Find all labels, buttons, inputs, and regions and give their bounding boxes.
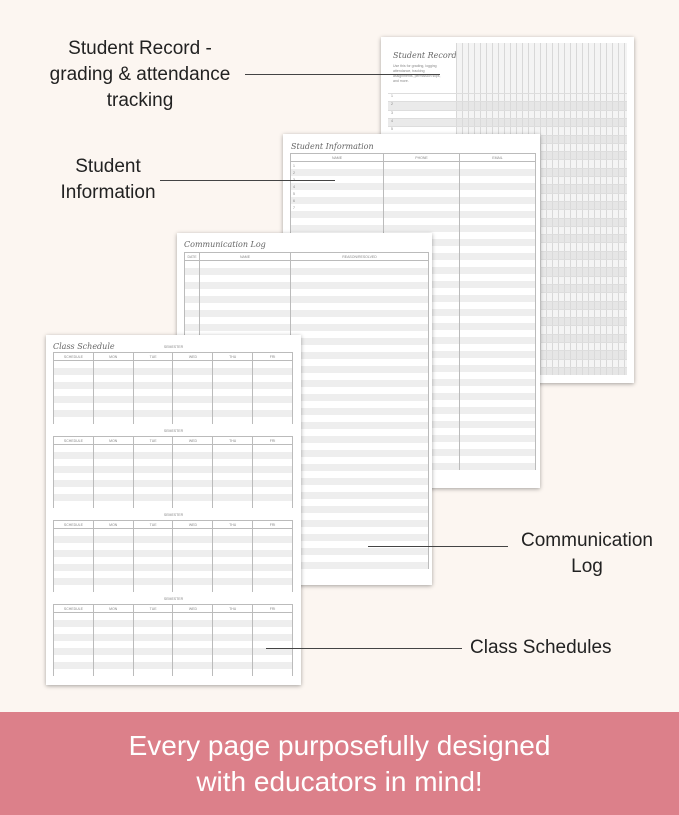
column-header: TUE [132,352,174,361]
column-header: TUE [132,436,174,445]
column-header: NAME [199,252,291,261]
column-header: NAME [290,153,384,162]
table-row [290,225,536,232]
pointer-line-class-schedules [266,648,462,649]
column-header: REASON/RESOLVED [290,252,429,261]
schedule-table: SCHEDULE MON TUE WED THU FRI [53,604,293,676]
column-header: SCHEDULE [53,520,94,529]
table-row [184,296,429,303]
schedule-table: SCHEDULE MON TUE WED THU FRI [53,436,293,508]
column-header: TUE [132,604,174,613]
label-class-schedules: Class Schedules [470,637,612,658]
table-row: 2 [388,101,627,110]
column-header: FRI [252,604,293,613]
pointer-line-communication-log [368,546,508,547]
column-header: WED [172,436,214,445]
table-row [184,275,429,282]
column-header: MON [92,352,134,361]
banner-text: Every page purposefully designed with ed… [128,730,551,797]
semester-label: SEMESTER [163,597,184,601]
table-row [184,303,429,310]
schedule-table: SCHEDULE MON TUE WED THU FRI [53,520,293,592]
column-header: THU [212,520,254,529]
column-header: EMAIL [459,153,536,162]
column-header: MON [92,436,134,445]
table-row: 7 [290,204,536,211]
column-header: FRI [252,520,293,529]
student-information-title: Student Information [291,142,374,151]
table-row: 3 [388,109,627,118]
class-schedule-title: Class Schedule [53,342,115,351]
pointer-line-student-record [245,74,440,75]
column-header: WED [172,604,214,613]
column-header: SCHEDULE [53,604,94,613]
column-header: SCHEDULE [53,436,94,445]
label-communication-log: Communication Log [521,530,653,577]
table-row: 5 [290,190,536,197]
column-header: THU [212,604,254,613]
column-header: FRI [252,352,293,361]
column-header: THU [212,352,254,361]
table-row [184,260,429,268]
schedule-table: SCHEDULE MON TUE WED THU FRI [53,352,293,424]
semester-label: SEMESTER [163,429,184,433]
label-student-record: Student Record - grading & attendance tr… [49,38,231,111]
pointer-line-student-information [160,180,335,181]
table-row: 4 [388,117,627,127]
column-header: MON [92,520,134,529]
banner: Every page purposefully designed with ed… [0,712,679,815]
table-row [184,268,429,275]
table-row [184,282,429,289]
column-header: FRI [252,436,293,445]
table-row: 3 [290,176,536,183]
column-header: PHONE [383,153,460,162]
column-header: TUE [132,520,174,529]
table-row: 2 [290,169,536,176]
label-student-information: Student Information [60,156,156,203]
table-row [290,218,536,225]
semester-label: SEMESTER [163,345,184,349]
table-row [290,211,536,218]
communication-log-title: Communication Log [184,240,266,249]
column-header: DATE [184,252,200,261]
student-record-description: Use this for grading, logging attendance… [393,64,441,83]
column-header: WED [172,352,214,361]
table-row: 4 [290,183,536,190]
table-row [184,324,429,331]
column-header: MON [92,604,134,613]
table-row [184,317,429,324]
table-row: 6 [290,197,536,204]
class-schedule-page: Class Schedule SEMESTER SCHEDULE MON TUE WED… [46,335,301,685]
column-header: THU [212,436,254,445]
table-row: 5 [388,126,627,134]
table-row: 1 [388,93,627,101]
column-header: SCHEDULE [53,352,94,361]
student-record-title: Student Record [393,51,457,60]
table-row: 1 [290,161,536,169]
table-row [184,289,429,296]
column-header: WED [172,520,214,529]
semester-label: SEMESTER [163,513,184,517]
table-row [184,331,429,338]
table-row [184,310,429,317]
